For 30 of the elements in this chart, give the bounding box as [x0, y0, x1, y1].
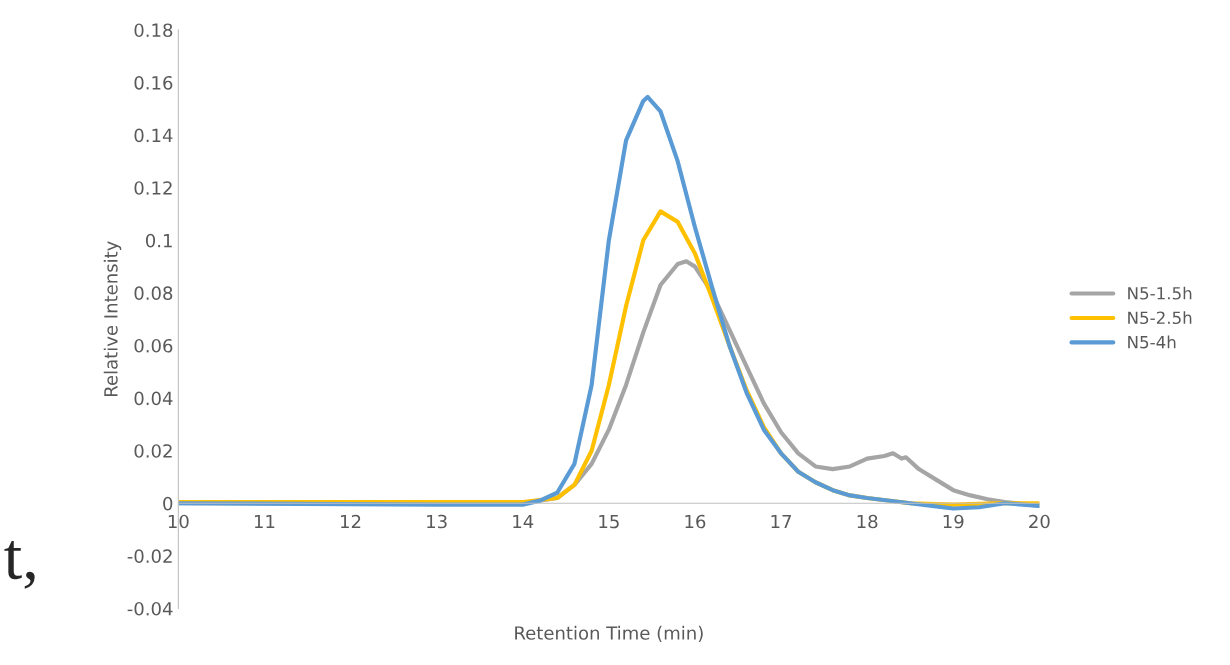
x-axis-title: Retention Time (min) — [515, 625, 703, 642]
y-tick-label: -0.04 — [127, 601, 173, 616]
y-tick-label: 0.04 — [134, 391, 173, 406]
x-tick-label: 19 — [943, 514, 964, 529]
legend-label: N5-1.5h — [1128, 286, 1192, 300]
y-tick-label: -0.02 — [127, 549, 172, 563]
text: t, — [4, 541, 35, 589]
y-tick-label: 0 — [163, 496, 173, 511]
y-tick-label: 0.08 — [134, 286, 173, 301]
x-tick-label: 15 — [599, 514, 619, 529]
legend-label: N5-2.5h — [1128, 311, 1192, 325]
x-tick-label: 18 — [857, 514, 878, 529]
legend-label: N5-4h — [1128, 335, 1176, 349]
y-tick-label: 0.12 — [134, 181, 172, 195]
y-tick-label: 0.16 — [134, 75, 173, 90]
y-tick-label: 0.14 — [134, 128, 173, 143]
y-tick-label: 0.02 — [134, 444, 172, 458]
x-tick-label: 14 — [513, 514, 534, 529]
line-series — [178, 94, 1040, 511]
y-axis-title: Relative Intensity — [103, 241, 122, 396]
y-tick-label: 0.1 — [145, 233, 172, 248]
x-tick-label: 12 — [341, 514, 361, 529]
x-tick-label: 11 — [254, 514, 275, 529]
y-tick-label: 0.18 — [134, 23, 173, 38]
y-tick-label: 0.06 — [134, 338, 173, 353]
x-tick-label: 16 — [685, 514, 706, 529]
x-tick-label: 17 — [771, 514, 791, 529]
x-tick-label: 20 — [1029, 514, 1050, 529]
x-tick-label: 10 — [168, 514, 189, 529]
x-tick-label: 13 — [427, 514, 447, 529]
